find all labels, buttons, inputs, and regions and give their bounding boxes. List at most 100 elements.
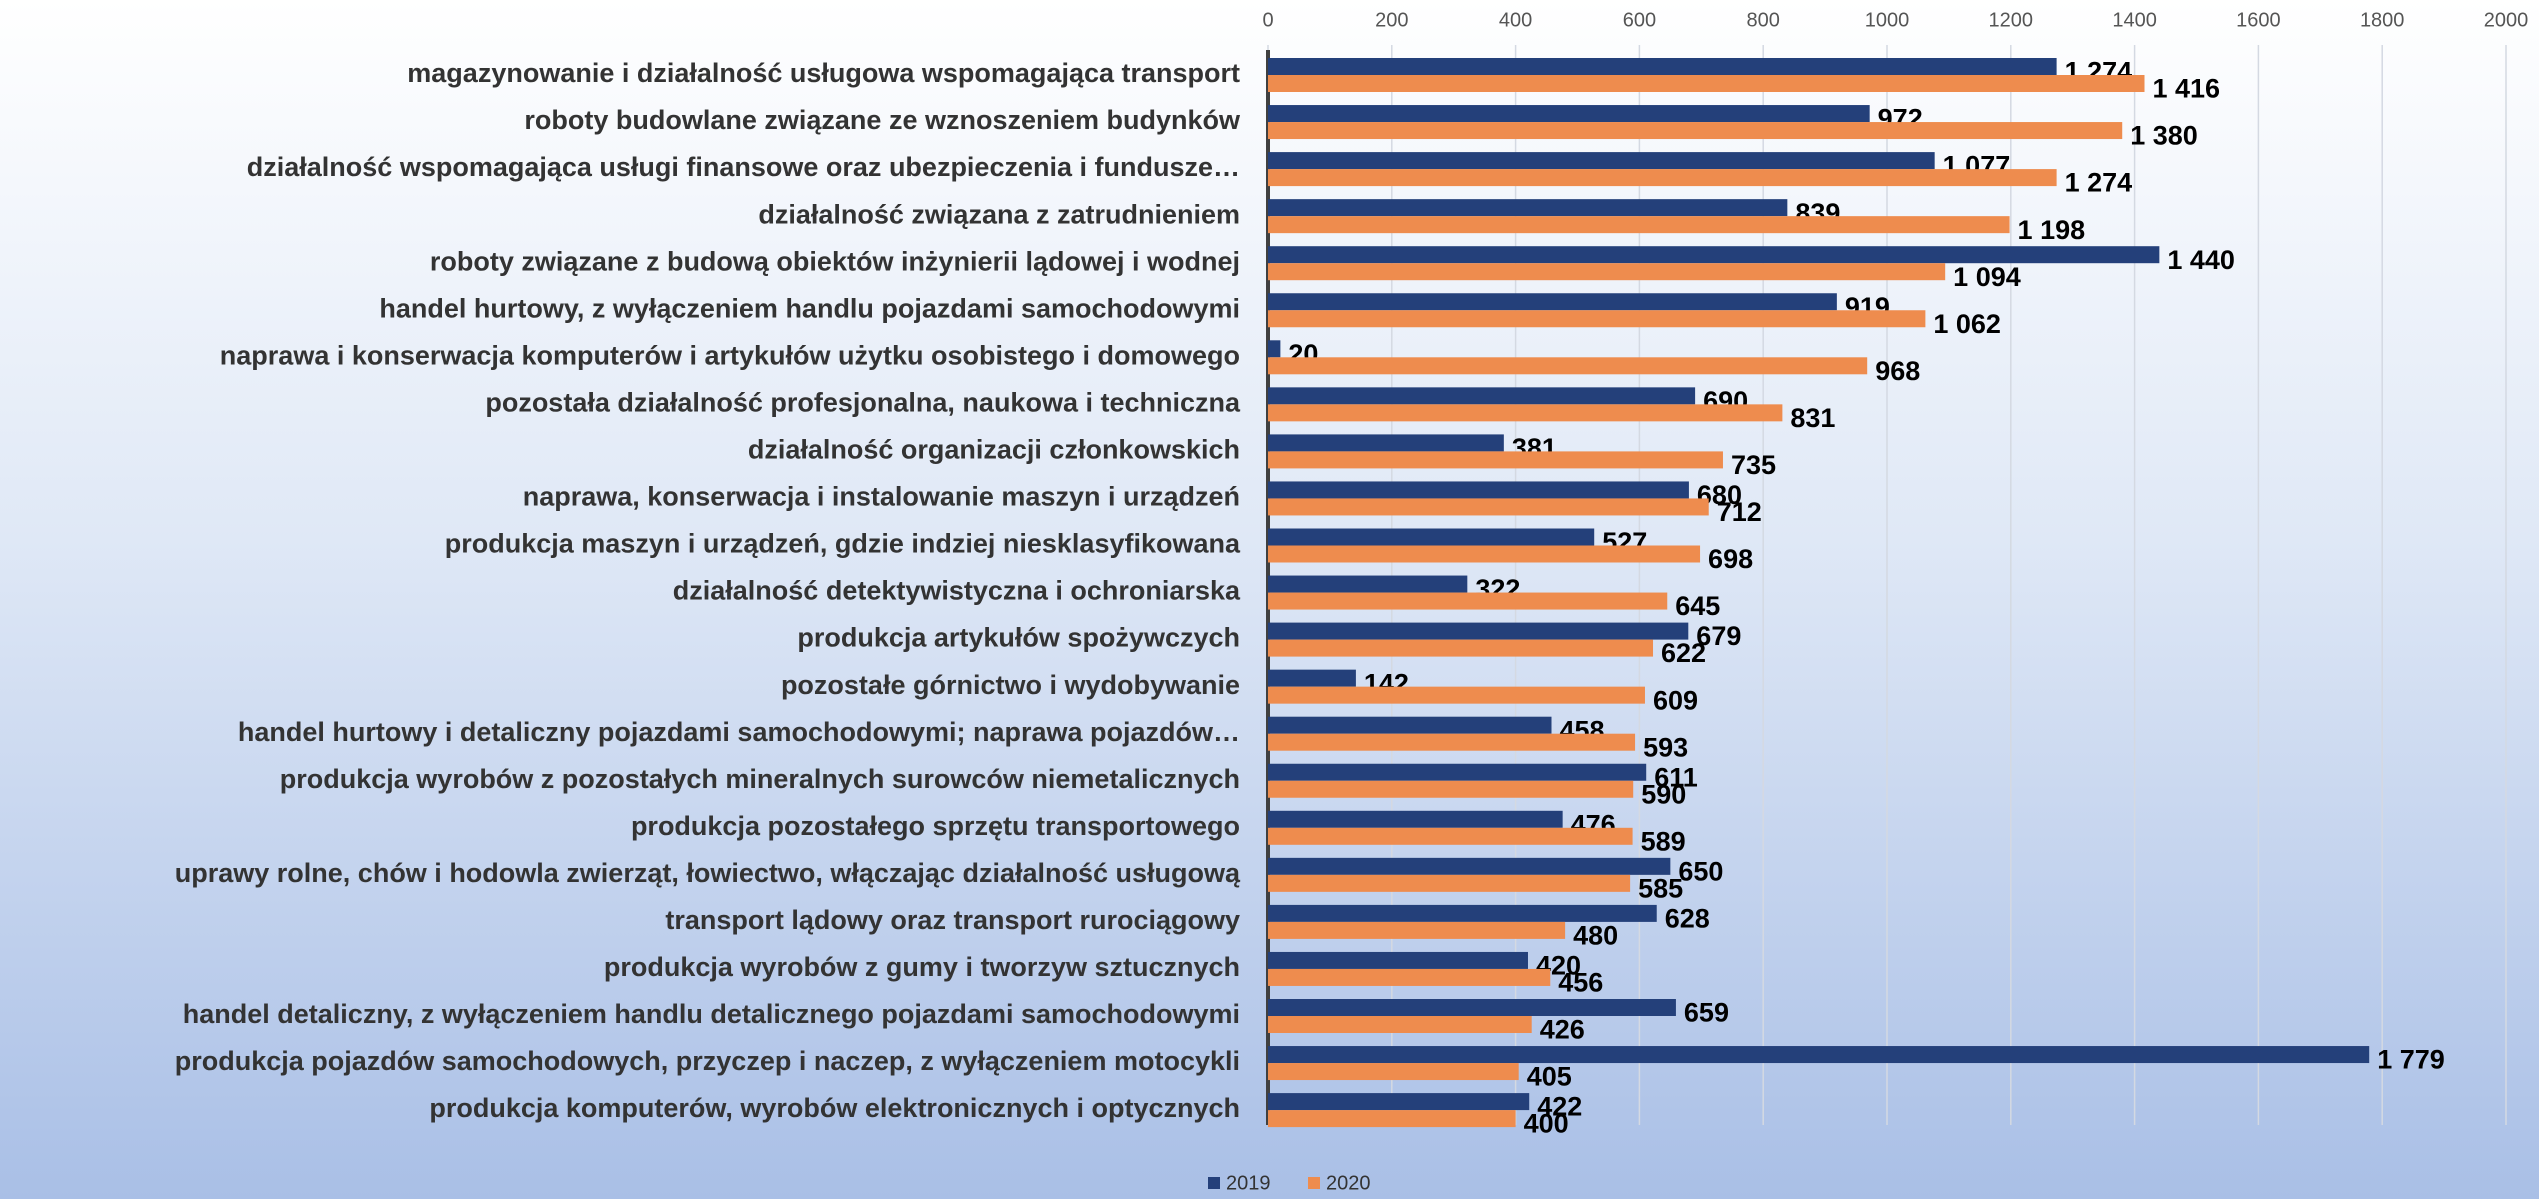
- value-label: 645: [1675, 591, 1720, 621]
- y-tick-label: roboty budowlane związane ze wznoszeniem…: [524, 105, 1241, 135]
- bar: [1268, 105, 1870, 123]
- y-tick-label: handel detaliczny, z wyłączeniem handlu …: [183, 999, 1240, 1029]
- value-label: 585: [1638, 873, 1683, 903]
- y-tick-label: naprawa, konserwacja i instalowanie masz…: [523, 482, 1240, 512]
- y-tick-label: naprawa i konserwacja komputerów i artyk…: [220, 340, 1240, 370]
- y-tick-label: produkcja wyrobów z pozostałych mineraln…: [280, 764, 1240, 794]
- bar: [1268, 904, 1657, 922]
- value-label: 405: [1527, 1062, 1572, 1092]
- bar: [1268, 874, 1631, 892]
- value-label: 650: [1678, 856, 1723, 886]
- bar: [1268, 968, 1551, 986]
- value-label: 609: [1653, 685, 1698, 715]
- bar: [1268, 639, 1654, 657]
- bar: [1268, 575, 1468, 593]
- y-tick-label: produkcja maszyn i urządzeń, gdzie indzi…: [445, 529, 1241, 559]
- y-tick-label: działalność organizacji członkowskich: [748, 435, 1240, 465]
- x-tick-label: 0: [1262, 9, 1273, 31]
- bar: [1268, 1063, 1519, 1081]
- value-label: 735: [1731, 450, 1776, 480]
- bar: [1268, 827, 1633, 845]
- y-tick-label: działalność detektywistyczna i ochroniar…: [673, 576, 1241, 606]
- x-tick-label: 1200: [1989, 9, 2034, 31]
- bar: [1268, 451, 1723, 469]
- bar: [1268, 780, 1634, 798]
- bar: [1268, 669, 1356, 687]
- bar: [1268, 716, 1552, 734]
- x-tick-label: 600: [1623, 9, 1656, 31]
- x-tick-label: 1000: [1865, 9, 1910, 31]
- bar: [1268, 310, 1926, 328]
- x-tick-label: 200: [1375, 9, 1408, 31]
- y-tick-label: roboty związane z budową obiektów inżyni…: [430, 246, 1240, 276]
- bar: [1268, 951, 1528, 969]
- bar: [1268, 592, 1668, 610]
- value-label: 589: [1641, 826, 1686, 856]
- x-tick-label: 400: [1499, 9, 1532, 31]
- y-tick-label: produkcja pozostałego sprzętu transporto…: [631, 811, 1240, 841]
- bar: [1268, 357, 1868, 375]
- value-label: 1 440: [2167, 245, 2235, 275]
- value-label: 679: [1696, 621, 1741, 651]
- value-label: 628: [1665, 904, 1710, 934]
- value-label: 1 380: [2130, 121, 2198, 151]
- bar: [1268, 810, 1563, 828]
- value-label: 1 062: [1933, 309, 2001, 339]
- value-label: 1 416: [2153, 74, 2221, 104]
- value-label: 480: [1573, 921, 1618, 951]
- value-label: 831: [1790, 403, 1835, 433]
- y-tick-label: działalność wspomagająca usługi finansow…: [247, 152, 1240, 182]
- x-tick-label: 1800: [2360, 9, 2405, 31]
- value-label: 590: [1641, 779, 1686, 809]
- value-label: 1 274: [2065, 168, 2133, 198]
- y-tick-label: magazynowanie i działalność usługowa wsp…: [407, 58, 1240, 88]
- y-tick-label: pozostałe górnictwo i wydobywanie: [781, 670, 1240, 700]
- bar: [1268, 763, 1647, 781]
- x-tick-label: 1400: [2112, 9, 2157, 31]
- bar: [1268, 216, 2010, 234]
- legend-label: 2020: [1326, 1172, 1371, 1194]
- y-tick-label: produkcja wyrobów z gumy i tworzyw sztuc…: [604, 952, 1240, 982]
- bar: [1268, 1046, 2370, 1064]
- bar: [1268, 481, 1689, 499]
- bar: [1268, 199, 1788, 217]
- bar: [1268, 857, 1671, 875]
- bar: [1268, 622, 1689, 640]
- bar: [1268, 528, 1595, 546]
- value-label: 1 094: [1953, 262, 2021, 292]
- y-tick-label: uprawy rolne, chów i hodowla zwierząt, ł…: [175, 858, 1241, 888]
- bar: [1268, 58, 2057, 75]
- legend-swatch: [1308, 1177, 1320, 1189]
- bar: [1268, 434, 1504, 452]
- x-tick-label: 800: [1747, 9, 1780, 31]
- value-label: 622: [1661, 638, 1706, 668]
- y-tick-label: działalność związana z zatrudnieniem: [758, 199, 1240, 229]
- bar: [1268, 733, 1636, 751]
- value-label: 400: [1524, 1109, 1569, 1139]
- y-tick-label: transport lądowy oraz transport rurociąg…: [665, 905, 1240, 935]
- bar: [1268, 921, 1566, 939]
- bar: [1268, 293, 1837, 311]
- bar: [1268, 686, 1645, 704]
- x-tick-label: 2000: [2484, 9, 2529, 31]
- bar: [1268, 545, 1701, 563]
- value-label: 712: [1717, 497, 1762, 527]
- bar: [1268, 1016, 1532, 1033]
- bar: [1268, 169, 2057, 187]
- bar: [1268, 387, 1696, 405]
- value-label: 611: [1654, 762, 1698, 792]
- y-tick-label: pozostała działalność profesjonalna, nau…: [485, 387, 1241, 417]
- value-label: 1 198: [2018, 215, 2086, 245]
- value-label: 422: [1537, 1092, 1582, 1122]
- bar: [1268, 1093, 1530, 1111]
- value-label: 659: [1684, 998, 1729, 1028]
- y-tick-label: produkcja pojazdów samochodowych, przycz…: [175, 1046, 1240, 1076]
- bar: [1268, 152, 1935, 170]
- value-label: 698: [1708, 544, 1753, 574]
- value-label: 456: [1558, 968, 1603, 998]
- value-label: 1 779: [2377, 1045, 2445, 1075]
- value-label: 968: [1875, 356, 1920, 386]
- y-tick-label: handel hurtowy i detaliczny pojazdami sa…: [238, 717, 1240, 747]
- legend-swatch: [1208, 1177, 1220, 1189]
